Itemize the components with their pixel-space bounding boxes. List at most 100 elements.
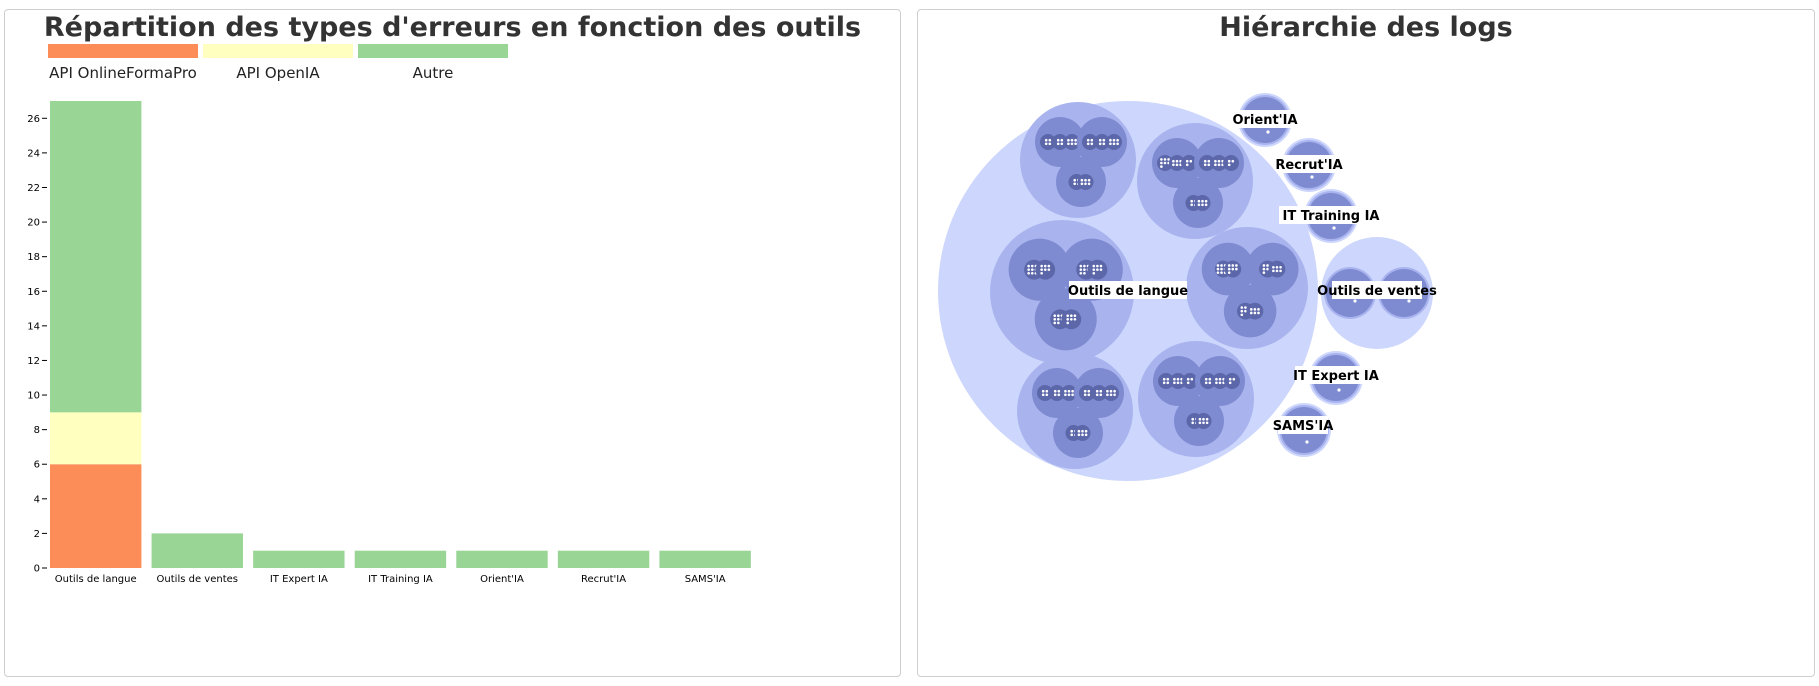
leaf-circle bbox=[1067, 393, 1071, 397]
leaf-circle bbox=[1160, 158, 1163, 161]
leaf-circle bbox=[1070, 433, 1073, 437]
leaf-circle bbox=[1220, 271, 1223, 274]
circle-pack-panel: Hiérarchie des logs Outils de langue Outi… bbox=[917, 9, 1815, 677]
leaf-circle bbox=[1190, 203, 1193, 207]
node-label-background bbox=[1278, 416, 1328, 434]
leaf-group-circle bbox=[1040, 134, 1056, 150]
leaf-circle bbox=[1215, 377, 1218, 381]
leaf-circle bbox=[1203, 159, 1207, 163]
leaf-circle bbox=[1040, 264, 1043, 268]
leaf-circle bbox=[1172, 159, 1175, 163]
leaf-circle bbox=[1056, 138, 1060, 142]
leaf-circle bbox=[1067, 389, 1071, 393]
leaf-circle bbox=[1040, 271, 1043, 275]
leaf-circle bbox=[1216, 271, 1220, 274]
leaf-circle bbox=[1337, 388, 1341, 392]
leaf-circle bbox=[1227, 264, 1231, 267]
leaf-circle bbox=[1053, 393, 1057, 397]
leaf-circle bbox=[1086, 138, 1090, 142]
leaf-circle bbox=[1106, 393, 1109, 397]
leaf-circle bbox=[1060, 138, 1064, 142]
leaf-circle bbox=[1073, 182, 1076, 186]
leaf-circle bbox=[1102, 142, 1106, 146]
leaf-circle bbox=[1073, 178, 1076, 182]
leaf-circle bbox=[1071, 389, 1074, 393]
leaf-circle bbox=[1214, 163, 1217, 167]
leaf-circle bbox=[1027, 268, 1030, 271]
leaf-circle bbox=[1160, 165, 1163, 168]
node-label-background bbox=[1235, 110, 1295, 128]
leaf-circle bbox=[1176, 381, 1180, 385]
leaf-group-circle bbox=[1064, 134, 1080, 150]
leaf-circle bbox=[1048, 142, 1052, 146]
leaf-circle bbox=[1253, 311, 1257, 315]
legend-label: API OpenIA bbox=[236, 64, 320, 82]
leaf-circle bbox=[1067, 142, 1070, 146]
leaf-circle bbox=[1080, 178, 1084, 182]
leaf-circle bbox=[1040, 268, 1043, 271]
leaf-circle bbox=[1064, 393, 1067, 397]
leaf-circle bbox=[1071, 393, 1074, 397]
x-category-label: IT Training IA bbox=[368, 574, 433, 585]
leaf-circle bbox=[1218, 377, 1222, 381]
leaf-group-circle bbox=[1194, 195, 1211, 211]
leaf-group-circle bbox=[1061, 385, 1077, 401]
leaf-circle bbox=[1160, 161, 1163, 165]
y-tick-label: 24 bbox=[27, 148, 40, 159]
leaf-circle bbox=[1102, 138, 1106, 142]
leaf-circle bbox=[1275, 265, 1279, 269]
leaf-circle bbox=[1172, 163, 1175, 167]
leaf-circle bbox=[1191, 417, 1194, 421]
leaf-circle bbox=[1190, 199, 1193, 203]
leaf-circle bbox=[1070, 142, 1074, 146]
leaf-circle bbox=[1079, 268, 1083, 271]
leaf-group-circle bbox=[1037, 385, 1053, 401]
leaf-circle bbox=[1166, 377, 1170, 381]
leaf-circle bbox=[1257, 311, 1260, 315]
circle-pack-svg: Outils de langue Outils de ventes IT Exper… bbox=[938, 93, 1437, 481]
leaf-circle bbox=[1057, 393, 1061, 397]
y-tick-label: 4 bbox=[34, 494, 40, 505]
leaf-circle bbox=[1235, 264, 1238, 267]
y-tick-label: 20 bbox=[27, 218, 40, 229]
leaf-group-circle bbox=[1077, 174, 1094, 190]
y-tick-label: 0 bbox=[34, 564, 40, 575]
leaf-circle bbox=[1045, 393, 1049, 397]
leaf-circle bbox=[1262, 267, 1266, 271]
leaf-group-circle bbox=[1094, 134, 1110, 150]
bar-chart-panel: Répartition des types d'erreurs en fonct… bbox=[4, 9, 901, 677]
leaf-circle bbox=[1027, 264, 1030, 268]
leaf-circle bbox=[1064, 389, 1067, 393]
leaf-circle bbox=[1186, 381, 1190, 385]
leaf-circle bbox=[1205, 421, 1209, 425]
leaf-circle bbox=[1077, 433, 1081, 437]
bar-segment bbox=[50, 464, 142, 568]
leaf-circle bbox=[1190, 377, 1194, 381]
bar-chart-title: Répartition des types d'erreurs en fonct… bbox=[43, 12, 862, 43]
leaf-circle bbox=[1217, 159, 1221, 163]
leaf-circle bbox=[1272, 265, 1275, 269]
leaf-circle bbox=[1066, 318, 1070, 321]
leaf-circle bbox=[1227, 159, 1231, 163]
y-tick-label: 16 bbox=[27, 287, 40, 298]
leaf-circle bbox=[1079, 264, 1083, 268]
leaf-circle bbox=[1066, 321, 1070, 325]
leaf-circle bbox=[1095, 389, 1099, 393]
node-label: SAMS'IA bbox=[1273, 419, 1334, 434]
leaf-circle bbox=[1096, 268, 1099, 271]
leaf-circle bbox=[1057, 389, 1061, 393]
leaf-circle bbox=[1087, 393, 1091, 397]
leaf-circle bbox=[1201, 203, 1204, 207]
leaf-circle bbox=[1227, 163, 1231, 167]
leaf-circle bbox=[1207, 163, 1211, 167]
leaf-circle bbox=[1057, 321, 1060, 325]
leaf-circle bbox=[1163, 161, 1167, 165]
bar-segment bbox=[50, 101, 142, 413]
leaf-circle bbox=[1056, 142, 1060, 146]
leaf-circle bbox=[1231, 264, 1235, 267]
leaf-circle bbox=[1043, 268, 1047, 271]
legend-swatch bbox=[203, 44, 353, 58]
leaf-circle bbox=[1189, 159, 1193, 163]
leaf-group-circle bbox=[1091, 385, 1107, 401]
leaf-group-circle bbox=[1200, 373, 1216, 389]
